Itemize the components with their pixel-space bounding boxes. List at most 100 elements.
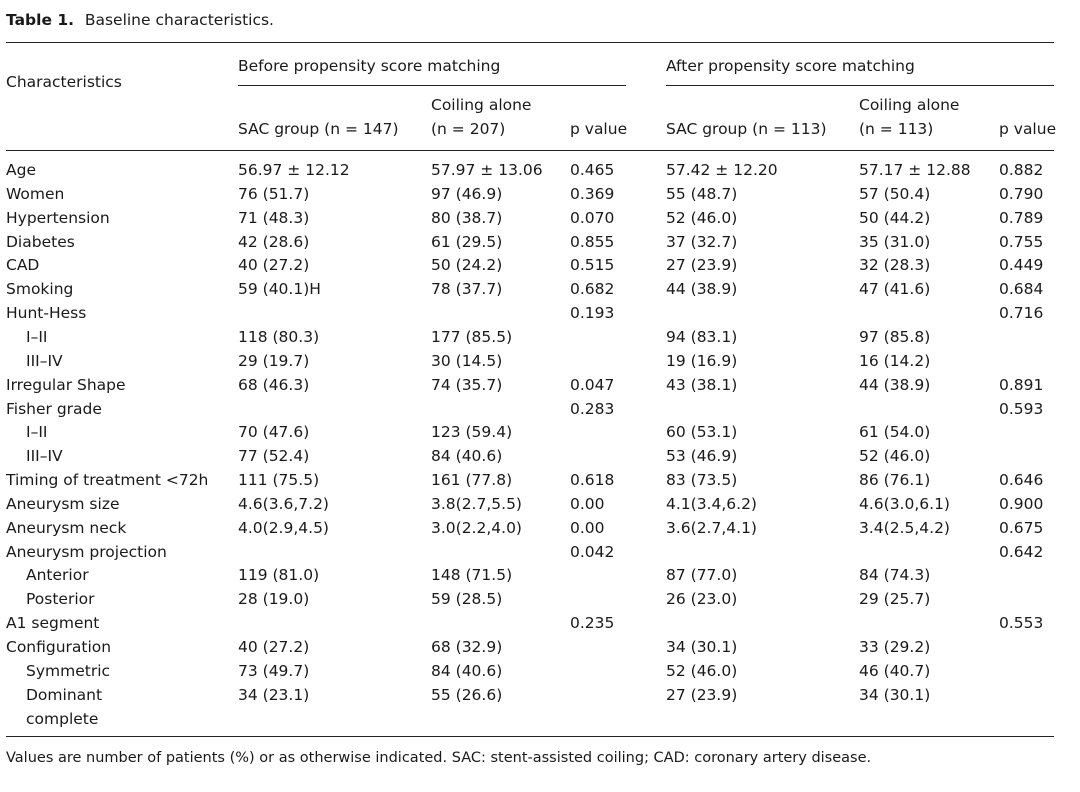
row-label: Posterior <box>26 590 95 608</box>
after-sac-cell: 3.6(2.7,4.1) <box>666 519 757 537</box>
after-p-cell: 0.755 <box>999 233 1044 251</box>
row-label: Age <box>6 161 36 179</box>
before-sac-cell: 42 (28.6) <box>238 233 310 251</box>
before-sac-cell: 34 (23.1) <box>238 686 310 704</box>
row-label: Women <box>6 185 65 203</box>
after-coil-cell: 57.17 ± 12.88 <box>859 161 971 179</box>
before-group-rule <box>238 85 626 86</box>
before-p-cell: 0.070 <box>570 209 615 227</box>
after-coil-cell: 3.4(2.5,4.2) <box>859 519 950 537</box>
before-coil-cell: 148 (71.5) <box>431 566 513 584</box>
row-label: Anterior <box>26 566 89 584</box>
after-coil-cell: 29 (25.7) <box>859 590 931 608</box>
header-characteristics: Characteristics <box>6 73 122 91</box>
row-label: Smoking <box>6 280 74 298</box>
row-label: CAD <box>6 256 40 274</box>
after-coil-cell: 84 (74.3) <box>859 566 931 584</box>
before-p-cell: 0.00 <box>570 519 605 537</box>
header-after-p: p value <box>999 120 1057 138</box>
after-coil-cell: 97 (85.8) <box>859 328 931 346</box>
header-rule <box>6 150 1054 151</box>
before-p-cell: 0.618 <box>570 471 615 489</box>
after-coil-cell: 32 (28.3) <box>859 256 931 274</box>
before-sac-cell: 28 (19.0) <box>238 590 310 608</box>
before-sac-cell: 119 (81.0) <box>238 566 320 584</box>
after-sac-cell: 60 (53.1) <box>666 423 738 441</box>
table-label: Table 1. <box>6 11 75 29</box>
row-label: Fisher grade <box>6 400 102 418</box>
before-p-cell: 0.369 <box>570 185 615 203</box>
after-sac-cell: 27 (23.9) <box>666 256 738 274</box>
after-p-cell: 0.646 <box>999 471 1044 489</box>
before-coil-cell: 3.8(2.7,5.5) <box>431 495 522 513</box>
after-p-cell: 0.675 <box>999 519 1044 537</box>
after-sac-cell: 87 (77.0) <box>666 566 738 584</box>
after-coil-cell: 16 (14.2) <box>859 352 931 370</box>
after-sac-cell: 53 (46.9) <box>666 447 738 465</box>
before-sac-cell: 29 (19.7) <box>238 352 310 370</box>
after-p-cell: 0.593 <box>999 400 1044 418</box>
after-sac-cell: 27 (23.9) <box>666 686 738 704</box>
before-p-cell: 0.235 <box>570 614 615 632</box>
after-coil-cell: 86 (76.1) <box>859 471 931 489</box>
table-caption: Table 1. Baseline characteristics. <box>6 11 274 29</box>
after-p-cell: 0.891 <box>999 376 1044 394</box>
before-coil-cell: 59 (28.5) <box>431 590 503 608</box>
after-coil-cell: 35 (31.0) <box>859 233 931 251</box>
row-label: I–II <box>26 328 48 346</box>
header-before-group: Before propensity score matching <box>238 57 501 75</box>
after-sac-cell: 44 (38.9) <box>666 280 738 298</box>
before-sac-cell: 40 (27.2) <box>238 256 310 274</box>
after-p-cell: 0.684 <box>999 280 1044 298</box>
row-label: Hunt-Hess <box>6 304 87 322</box>
before-sac-cell: 56.97 ± 12.12 <box>238 161 350 179</box>
before-coil-cell: 50 (24.2) <box>431 256 503 274</box>
header-after-coil-line2: (n = 113) <box>859 120 934 138</box>
header-before-p: p value <box>570 120 628 138</box>
after-sac-cell: 4.1(3.4,6.2) <box>666 495 757 513</box>
before-coil-cell: 84 (40.6) <box>431 447 503 465</box>
before-p-cell: 0.283 <box>570 400 615 418</box>
after-p-cell: 0.789 <box>999 209 1044 227</box>
before-p-cell: 0.855 <box>570 233 615 251</box>
row-label: Diabetes <box>6 233 75 251</box>
after-sac-cell: 52 (46.0) <box>666 209 738 227</box>
after-sac-cell: 43 (38.1) <box>666 376 738 394</box>
row-label: Aneurysm projection <box>6 543 167 561</box>
row-label: complete <box>26 710 99 728</box>
before-sac-cell: 77 (52.4) <box>238 447 310 465</box>
after-p-cell: 0.449 <box>999 256 1044 274</box>
before-coil-cell: 161 (77.8) <box>431 471 513 489</box>
header-before-coil-line2: (n = 207) <box>431 120 506 138</box>
after-sac-cell: 83 (73.5) <box>666 471 738 489</box>
before-sac-cell: 73 (49.7) <box>238 662 310 680</box>
after-coil-cell: 47 (41.6) <box>859 280 931 298</box>
after-p-cell: 0.790 <box>999 185 1044 203</box>
before-p-cell: 0.465 <box>570 161 615 179</box>
before-p-cell: 0.682 <box>570 280 615 298</box>
before-p-cell: 0.047 <box>570 376 615 394</box>
before-sac-cell: 111 (75.5) <box>238 471 320 489</box>
header-after-coil-line1: Coiling alone <box>859 96 960 114</box>
after-sac-cell: 19 (16.9) <box>666 352 738 370</box>
before-sac-cell: 40 (27.2) <box>238 638 310 656</box>
before-sac-cell: 4.6(3.6,7.2) <box>238 495 329 513</box>
before-sac-cell: 70 (47.6) <box>238 423 310 441</box>
after-sac-cell: 55 (48.7) <box>666 185 738 203</box>
before-coil-cell: 57.97 ± 13.06 <box>431 161 543 179</box>
before-coil-cell: 3.0(2.2,4.0) <box>431 519 522 537</box>
before-sac-cell: 71 (48.3) <box>238 209 310 227</box>
before-p-cell: 0.042 <box>570 543 615 561</box>
row-label: Aneurysm neck <box>6 519 127 537</box>
after-p-cell: 0.900 <box>999 495 1044 513</box>
after-coil-cell: 46 (40.7) <box>859 662 931 680</box>
after-coil-cell: 4.6(3.0,6.1) <box>859 495 950 513</box>
table-title: Baseline characteristics. <box>84 11 274 29</box>
after-coil-cell: 61 (54.0) <box>859 423 931 441</box>
row-label: Timing of treatment <72h <box>6 471 209 489</box>
before-coil-cell: 84 (40.6) <box>431 662 503 680</box>
row-label: I–II <box>26 423 48 441</box>
row-label: Symmetric <box>26 662 111 680</box>
after-coil-cell: 57 (50.4) <box>859 185 931 203</box>
before-sac-cell: 4.0(2.9,4.5) <box>238 519 329 537</box>
